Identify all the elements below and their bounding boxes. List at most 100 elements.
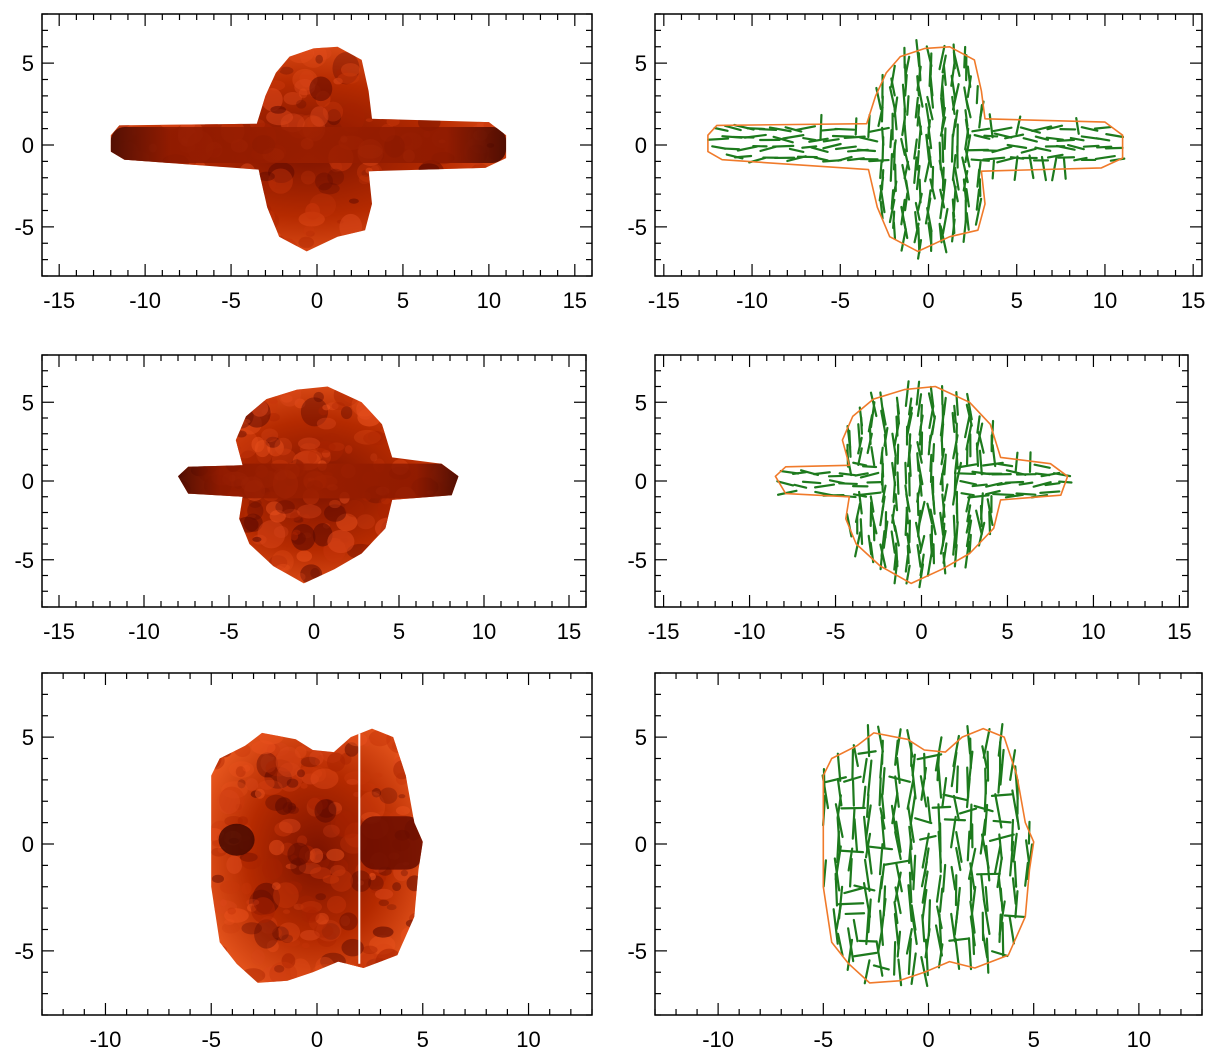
turbulence-blob <box>348 198 359 204</box>
turbulence-blob <box>333 858 349 875</box>
turbulence-blob <box>316 919 342 942</box>
turbulence-blob <box>371 566 383 573</box>
field-vector <box>999 748 1005 786</box>
turbulence-blob <box>113 104 139 121</box>
turbulence-blob <box>340 915 351 927</box>
turbulence-blob <box>297 895 316 911</box>
turbulence-blob <box>140 116 149 124</box>
turbulence-blob <box>241 81 263 106</box>
field-vector <box>1024 839 1031 863</box>
field-vector <box>955 443 959 470</box>
field-vector <box>940 447 946 466</box>
turbulence-blob <box>256 779 283 795</box>
turbulence-blob <box>207 404 223 420</box>
panel-row3-left: -10 -5 0 5 10 5 0 -5 <box>14 672 593 1052</box>
field-vector <box>942 793 969 802</box>
x-tick-label: -15 <box>43 619 75 644</box>
turbulence-blob <box>296 449 323 464</box>
field-vector <box>931 443 936 463</box>
y-tick-label: 5 <box>635 725 647 750</box>
field-vector <box>900 137 906 156</box>
field-vector <box>910 904 917 931</box>
field-vector <box>836 752 842 782</box>
turbulence-blob <box>300 930 320 941</box>
turbulence-blob <box>201 56 227 75</box>
turbulence-blob <box>280 842 295 856</box>
turbulence-blob <box>211 748 222 769</box>
field-vector <box>895 728 902 756</box>
turbulence-blob <box>237 816 249 826</box>
turbulence-blob <box>279 66 294 75</box>
turbulence-blob <box>298 437 321 450</box>
turbulence-blob <box>247 730 257 739</box>
turbulence-blob <box>132 204 148 220</box>
turbulence-blob <box>429 567 438 574</box>
turbulence-blob <box>188 503 197 511</box>
turbulence-blob <box>130 90 153 111</box>
turbulence-blob <box>312 728 340 747</box>
turbulence-blob <box>278 818 301 834</box>
turbulence-blob <box>440 451 448 455</box>
field-vector <box>1075 116 1080 135</box>
field-vector <box>992 492 1015 497</box>
turbulence-blob <box>180 99 202 112</box>
turbulence-blob <box>315 912 329 925</box>
turbulence-blob <box>367 430 384 443</box>
field-vector <box>1032 481 1052 488</box>
turbulence-blob <box>272 728 285 737</box>
turbulence-blob <box>415 412 429 426</box>
turbulence-blob <box>294 746 307 759</box>
turbulence-blob <box>211 847 227 857</box>
turbulence-blob <box>408 408 427 424</box>
field-vector <box>894 163 897 193</box>
field-vector <box>859 518 864 546</box>
field-vector <box>879 807 886 830</box>
turbulence-blob <box>483 121 492 129</box>
field-vector <box>901 83 907 113</box>
field-vector <box>1028 451 1032 474</box>
field-vector <box>1018 481 1034 486</box>
field-vector <box>966 65 972 89</box>
field-vector <box>890 64 896 88</box>
field-vector <box>913 138 918 160</box>
turbulence-blob <box>226 219 246 242</box>
turbulence-blob <box>344 499 365 518</box>
turbulence-blob <box>216 533 238 545</box>
turbulence-blob <box>418 87 440 106</box>
field-vector <box>950 815 957 849</box>
field-vector <box>937 803 942 841</box>
field-vector <box>926 502 934 525</box>
field-vector <box>870 446 876 467</box>
field-vector <box>866 723 871 758</box>
field-vector <box>956 472 977 476</box>
field-vector <box>967 847 977 880</box>
y-tick-label: -5 <box>627 548 647 573</box>
field-vector <box>912 854 917 891</box>
field-vector <box>851 748 855 781</box>
turbulence-blob <box>342 386 362 404</box>
turbulence-blob <box>211 103 222 115</box>
y-tick-label: -5 <box>627 215 647 240</box>
turbulence-blob <box>276 762 303 792</box>
field-vector <box>822 142 842 150</box>
field-vector <box>926 796 932 824</box>
turbulence-blob <box>492 241 505 251</box>
y-tick-label: 5 <box>635 390 647 415</box>
field-vector <box>894 542 899 568</box>
field-vector <box>919 834 937 841</box>
turbulence-blob <box>274 821 293 837</box>
field-vector <box>890 530 896 554</box>
turbulence-blob <box>446 167 462 180</box>
field-vector <box>921 832 930 869</box>
field-vector <box>914 201 921 221</box>
field-vector <box>1009 156 1025 160</box>
field-vector <box>723 124 742 132</box>
turbulence-blob <box>216 46 226 51</box>
field-vector <box>879 200 884 220</box>
turbulence-blob <box>246 202 272 218</box>
field-vector <box>856 148 877 153</box>
field-vector <box>913 222 920 244</box>
turbulence-blob <box>283 91 302 105</box>
turbulence-blob <box>287 806 299 815</box>
turbulence-blob <box>224 76 245 90</box>
